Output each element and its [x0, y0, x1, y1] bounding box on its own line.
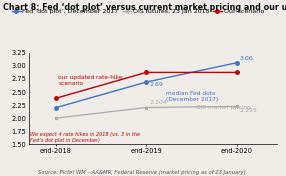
Text: our updated rate-hike
scenario: our updated rate-hike scenario — [58, 75, 123, 86]
Text: median Fed dots
(December 2017): median Fed dots (December 2017) — [166, 91, 219, 102]
Text: 2.204: 2.204 — [150, 100, 168, 105]
Text: Chart 8: Fed ‘dot plot’ versus current market pricing and our updated scenario: Chart 8: Fed ‘dot plot’ versus current m… — [3, 3, 286, 12]
Legend: Fed ‘dot plot’, December 2017, OIS futures, 23 Jan 2018, Our scenario: Fed ‘dot plot’, December 2017, OIS futur… — [12, 8, 264, 14]
Text: 2.225: 2.225 — [239, 108, 257, 114]
Text: OIS market pricing: OIS market pricing — [196, 105, 251, 110]
Text: Source: Pictet WM – AA&MR, Federal Reserve (market pricing as of 23 January).: Source: Pictet WM – AA&MR, Federal Reser… — [38, 170, 248, 175]
Text: 3.06: 3.06 — [239, 56, 253, 61]
Text: We expect 4 rate hikes in 2018 (vs. 3 in the
Fed’s dot plot in December): We expect 4 rate hikes in 2018 (vs. 3 in… — [30, 132, 140, 143]
Text: 2.69: 2.69 — [150, 82, 164, 87]
